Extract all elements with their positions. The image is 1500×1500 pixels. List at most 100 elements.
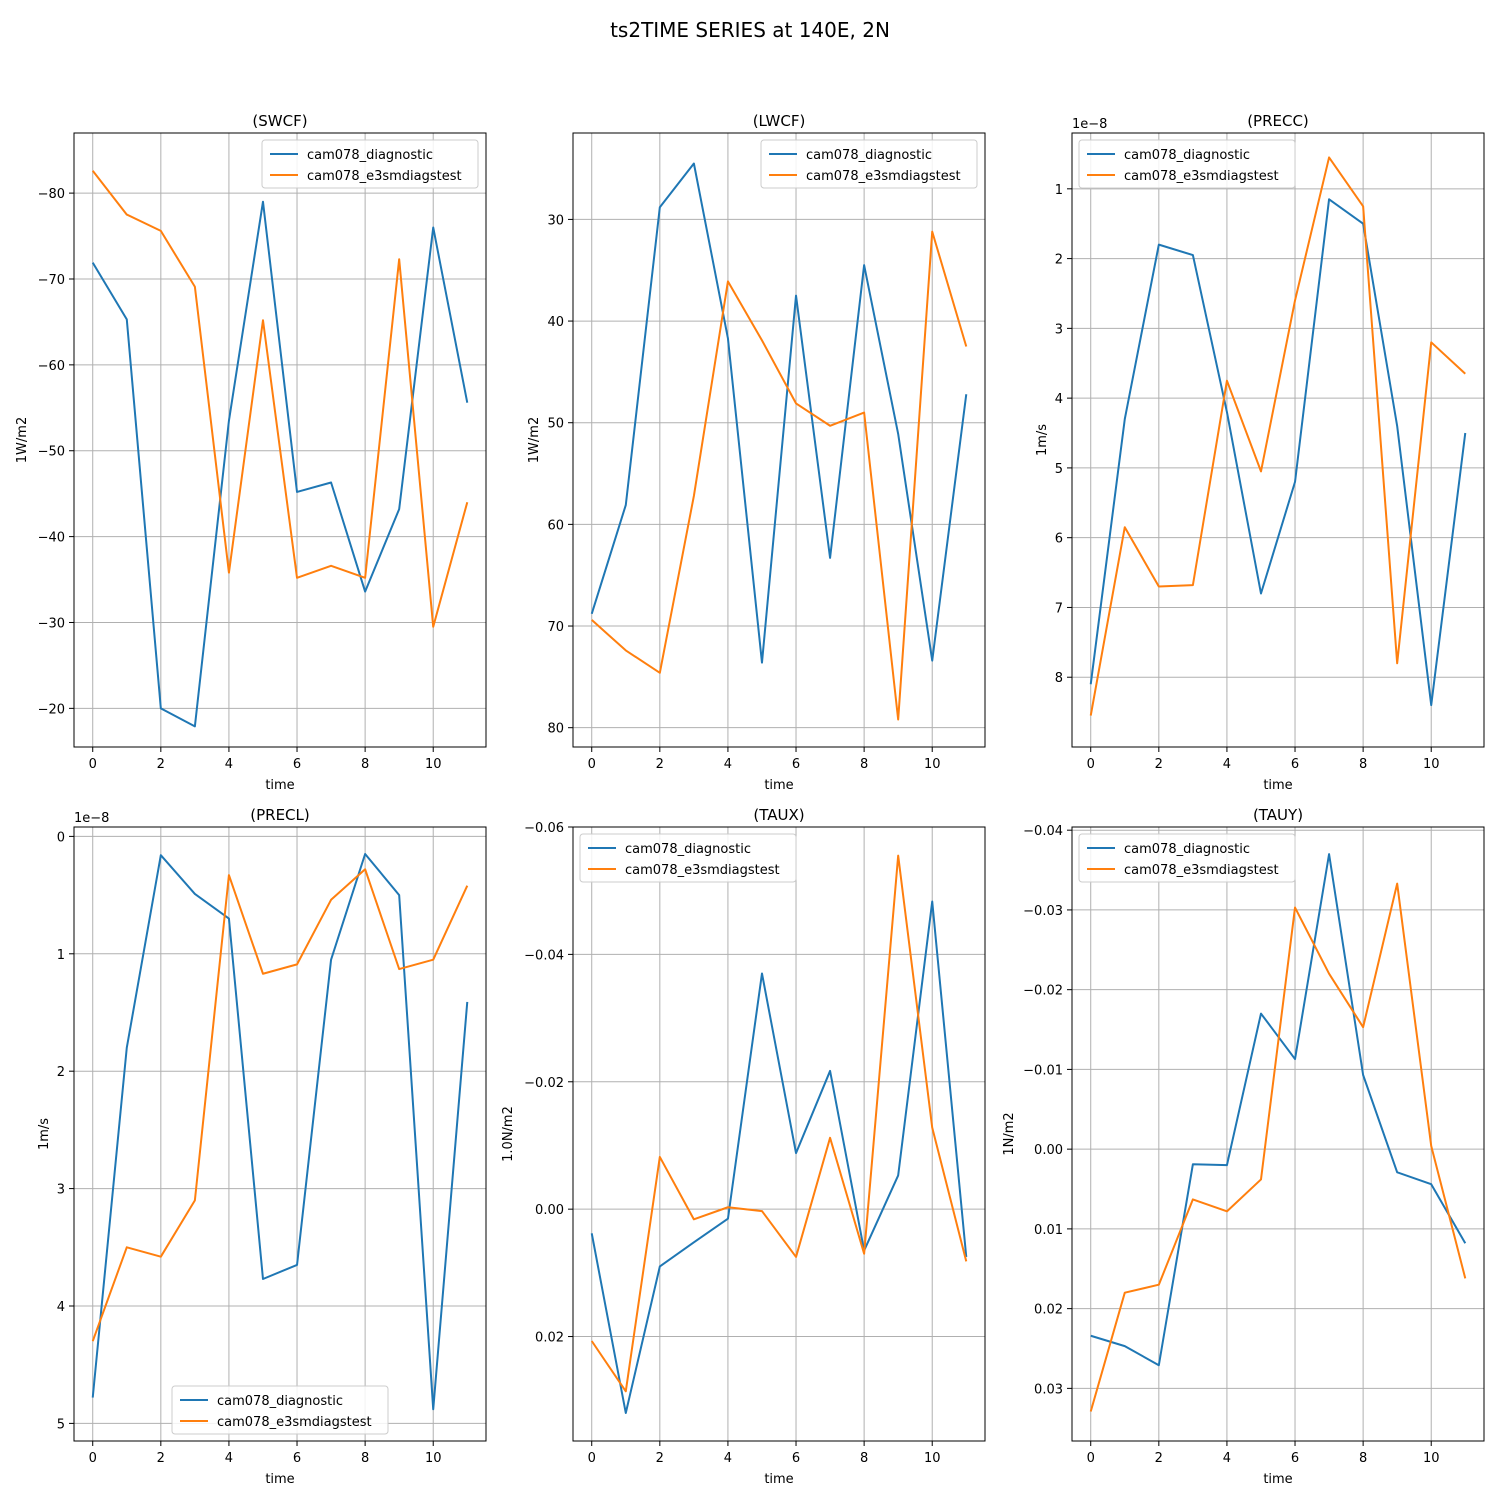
series-line-cam078_diagnostic xyxy=(590,900,968,1414)
axes-frame xyxy=(1071,826,1485,1442)
x-tick-label: 0 xyxy=(588,757,596,772)
y-tick-label: 0.03 xyxy=(1034,1382,1063,1397)
x-tick-label: 2 xyxy=(1155,1451,1163,1466)
legend-label: cam078_e3smdiagstest xyxy=(217,1415,372,1430)
x-tick-label: 8 xyxy=(361,1451,369,1466)
y-tick-label: −70 xyxy=(38,273,65,288)
y-axis-label: 1N/m2 xyxy=(1002,1112,1017,1155)
y-tick-label: 1 xyxy=(57,948,65,963)
x-tick-label: 8 xyxy=(1359,1451,1367,1466)
x-tick-label: 4 xyxy=(1223,757,1231,772)
y-tick-label: −0.03 xyxy=(1023,904,1063,919)
y-tick-label: −20 xyxy=(38,702,65,717)
legend-box xyxy=(760,139,978,189)
y-axis-label: 1m/s xyxy=(37,1118,52,1150)
y-tick-label: −0.06 xyxy=(524,821,564,836)
x-tick-label: 6 xyxy=(293,757,301,772)
y-tick-label: 8 xyxy=(1055,671,1063,686)
y-tick-label: 3 xyxy=(57,1183,65,1198)
series-line-cam078_diagnostic xyxy=(1090,853,1467,1367)
y-tick-label: −0.02 xyxy=(1023,984,1063,999)
x-tick-label: 4 xyxy=(225,1451,233,1466)
legend-label: cam078_e3smdiagstest xyxy=(1124,169,1279,184)
x-axis-label: time xyxy=(1263,1472,1292,1487)
x-tick-label: 6 xyxy=(1291,757,1299,772)
y-axis-label: 1m/s xyxy=(1035,424,1050,456)
legend-label: cam078_e3smdiagstest xyxy=(307,169,462,184)
legend: cam078_diagnostic cam078_e3smdiagstest xyxy=(579,833,797,883)
legend-label: cam078_e3smdiagstest xyxy=(1124,863,1279,878)
subplot-swcf: 0 2 4 6 8 10 −80 −70 −60 −50 −40 −30 −20 (SWCF) time 1W… xyxy=(15,112,487,793)
y-tick-label: −0.01 xyxy=(1023,1063,1063,1078)
subplot-title: (SWCF) xyxy=(252,112,307,130)
y-tick-label: 7 xyxy=(1055,601,1063,616)
legend-label: cam078_e3smdiagstest xyxy=(806,169,961,184)
subplot-title: (PRECC) xyxy=(1247,112,1309,130)
series-line-cam078_e3smdiagstest xyxy=(1089,156,1466,716)
legend: cam078_diagnostic cam078_e3smdiagstest xyxy=(760,139,978,189)
series-line-cam078_e3smdiagstest xyxy=(91,868,469,1342)
y-tick-label: 40 xyxy=(547,315,564,330)
x-tick-label: 2 xyxy=(1155,757,1163,772)
legend-label: cam078_diagnostic xyxy=(806,148,932,163)
legend-label: cam078_diagnostic xyxy=(307,148,433,163)
y-tick-label: 0.01 xyxy=(1034,1223,1063,1238)
x-tick-label: 2 xyxy=(157,1451,165,1466)
subplot-title: (TAUX) xyxy=(753,806,804,824)
y-tick-label: −40 xyxy=(38,531,65,546)
legend: cam078_diagnostic cam078_e3smdiagstest xyxy=(261,139,479,189)
x-tick-label: 10 xyxy=(924,1451,941,1466)
axes-frame xyxy=(572,826,986,1442)
x-tick-label: 10 xyxy=(1423,1451,1440,1466)
legend: cam078_diagnostic cam078_e3smdiagstest xyxy=(1078,139,1296,189)
series-line-cam078_e3smdiagstest xyxy=(1089,882,1467,1412)
y-tick-label: 6 xyxy=(1055,532,1063,547)
y-tick-label: 30 xyxy=(547,213,564,228)
x-tick-label: 6 xyxy=(293,1451,301,1466)
y-tick-label: 50 xyxy=(547,417,564,432)
subplot-tauy: 0 2 4 6 8 10 −0.04 −0.03 −0.02 −0.01 0.00 0.01 0.02 0… xyxy=(1002,806,1485,1487)
legend: cam078_diagnostic cam078_e3smdiagstest xyxy=(1078,833,1296,883)
y-tick-label: 3 xyxy=(1055,322,1063,337)
y-tick-label: 80 xyxy=(547,722,564,737)
series-line-cam078_e3smdiagstest xyxy=(591,230,968,721)
y-tick-label: −0.02 xyxy=(524,1076,564,1091)
legend-box xyxy=(1078,833,1296,883)
x-tick-label: 2 xyxy=(656,1451,664,1466)
y-tick-label: 4 xyxy=(57,1300,65,1315)
x-axis-label: time xyxy=(764,778,793,793)
subplot-title: (TAUY) xyxy=(1253,806,1303,824)
y-tick-label: 0.00 xyxy=(1034,1143,1063,1158)
subplot-title: (LWCF) xyxy=(753,112,806,130)
axes-frame xyxy=(1071,132,1485,748)
series-line-cam078_e3smdiagstest xyxy=(590,854,968,1393)
y-tick-label: 0.00 xyxy=(535,1203,564,1218)
y-tick-label: 4 xyxy=(1055,392,1063,407)
series-line-cam078_diagnostic xyxy=(590,162,968,664)
legend-label: cam078_diagnostic xyxy=(1124,842,1250,857)
legend-label: cam078_diagnostic xyxy=(625,842,751,857)
x-tick-label: 0 xyxy=(89,757,97,772)
figure-suptitle: ts2TIME SERIES at 140E, 2N xyxy=(610,18,890,42)
series-line-cam078_e3smdiagstest xyxy=(91,170,469,628)
x-tick-label: 10 xyxy=(1423,757,1440,772)
axes-frame xyxy=(73,826,487,1442)
axis-offset-text: 1e−8 xyxy=(1072,117,1107,132)
x-tick-label: 4 xyxy=(724,1451,732,1466)
x-tick-label: 10 xyxy=(425,1451,442,1466)
y-tick-label: 1 xyxy=(1055,183,1063,198)
subplot-title: (PRECL) xyxy=(250,806,309,824)
x-tick-label: 8 xyxy=(860,1451,868,1466)
legend-label: cam078_diagnostic xyxy=(1124,148,1250,163)
y-tick-label: −80 xyxy=(38,187,65,202)
y-tick-label: −0.04 xyxy=(524,948,564,963)
x-tick-label: 0 xyxy=(588,1451,596,1466)
x-tick-label: 6 xyxy=(792,1451,800,1466)
x-tick-label: 8 xyxy=(860,757,868,772)
legend: cam078_diagnostic cam078_e3smdiagstest xyxy=(171,1385,389,1435)
y-tick-label: 5 xyxy=(1055,462,1063,477)
y-tick-label: 0.02 xyxy=(1034,1303,1063,1318)
x-axis-label: time xyxy=(265,778,294,793)
legend-box xyxy=(261,139,479,189)
